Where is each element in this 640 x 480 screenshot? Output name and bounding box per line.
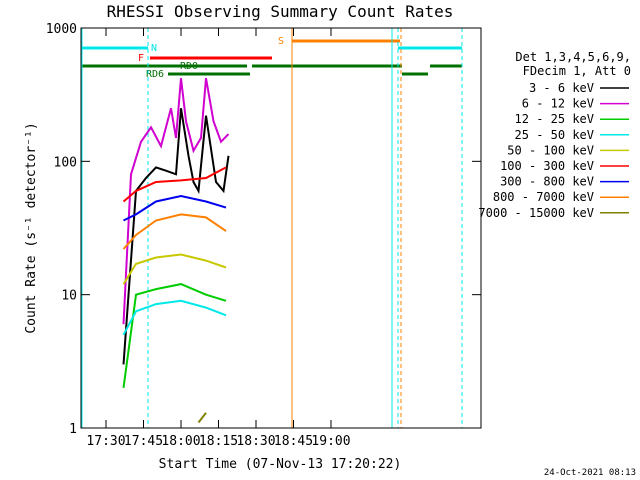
- flag-label-rd0: RD0: [180, 61, 198, 72]
- legend-label: 800 - 7000 keV: [493, 190, 594, 204]
- series-line: [122, 108, 230, 365]
- x-tick-label: 17:45: [124, 434, 163, 449]
- series-line: [122, 78, 230, 325]
- series-line: [122, 299, 227, 336]
- event-markers: [81, 28, 463, 428]
- plot-frame: [80, 27, 482, 429]
- legend-label: 7000 - 15000 keV: [478, 206, 594, 220]
- observing-flags: N F RD0 RD6 S: [82, 36, 462, 80]
- flag-label-n: N: [151, 43, 157, 54]
- x-tick-label: 18:00: [161, 434, 200, 449]
- flag-label-f: F: [138, 53, 144, 64]
- y-tick-label: 10: [61, 289, 77, 304]
- series-lines: [122, 78, 230, 424]
- x-tick-label: 17:30: [86, 434, 125, 449]
- series-line: [122, 253, 227, 285]
- legend-label: 25 - 50 keV: [515, 128, 594, 142]
- series-line: [122, 166, 227, 203]
- series-line: [122, 283, 227, 389]
- x-tick-label: 18:15: [199, 434, 238, 449]
- flag-label-rd6: RD6: [146, 69, 164, 80]
- series-line: [122, 213, 227, 250]
- legend-label: 50 - 100 keV: [507, 143, 594, 157]
- legend-label: 12 - 25 keV: [515, 112, 594, 126]
- flag-label-s: S: [278, 36, 284, 47]
- x-tick-label: 18:45: [274, 434, 313, 449]
- x-tick-label: 18:30: [236, 434, 275, 449]
- legend-label: 300 - 800 keV: [500, 175, 594, 189]
- y-tick-label: 100: [54, 155, 77, 170]
- y-axis-label: Count Rate (s⁻¹ detector⁻¹): [24, 122, 39, 333]
- legend-header-1: Det 1,3,4,5,6,9,: [515, 50, 631, 64]
- y-tick-label: 1000: [46, 22, 77, 37]
- x-tick-label: 19:00: [311, 434, 350, 449]
- series-line: [123, 194, 227, 222]
- y-tick-label: 1: [69, 422, 77, 437]
- timestamp-label: 24-Oct-2021 08:13: [544, 468, 636, 478]
- legend-header-2: FDecim 1, Att 0: [523, 64, 631, 78]
- series-line: [197, 412, 207, 424]
- legend-label: 100 - 300 keV: [500, 159, 594, 173]
- legend-label: 6 - 12 keV: [522, 97, 594, 111]
- chart-title: RHESSI Observing Summary Count Rates: [107, 2, 454, 21]
- legend-label: 3 - 6 keV: [529, 81, 594, 95]
- x-axis-label: Start Time (07-Nov-13 17:20:22): [159, 457, 402, 472]
